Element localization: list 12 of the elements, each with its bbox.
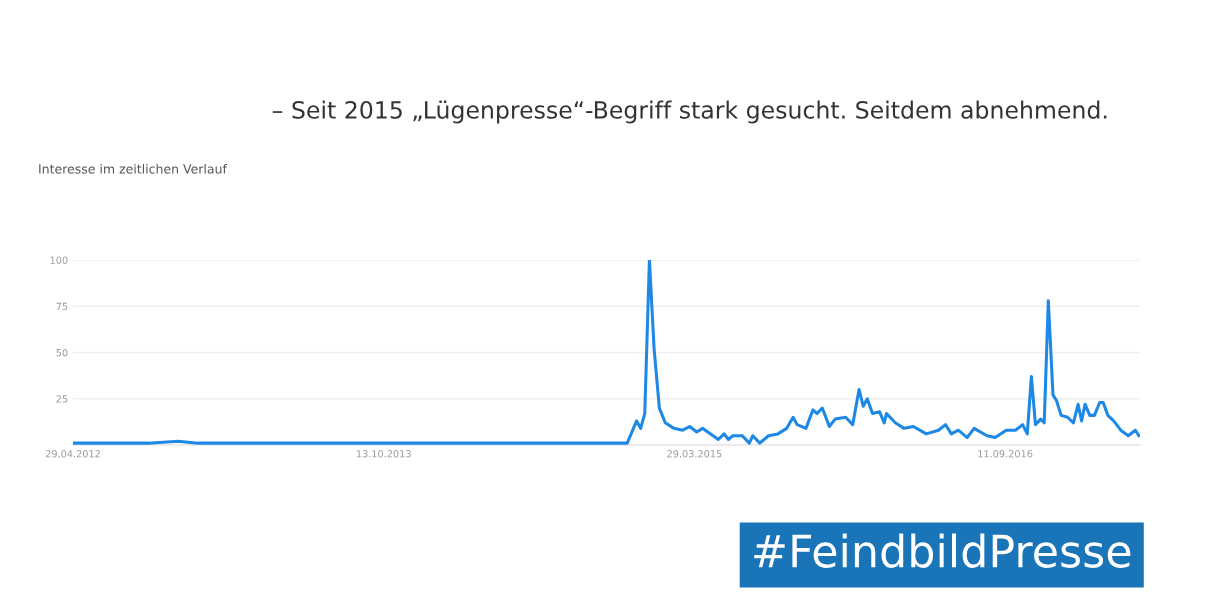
chart-subtitle: Interesse im zeitlichen Verlauf: [39, 163, 228, 174]
y-tick-label: 25: [56, 395, 68, 403]
x-tick-label: 29.03.2015: [667, 450, 722, 458]
line-series: [73, 260, 1140, 445]
y-tick-label: 100: [50, 256, 68, 264]
x-tick-label: 11.09.2016: [978, 450, 1033, 458]
chart-title: – Seit 2015 „Lügenpresse“-Begriff stark gesucht. Seitdem abnehmend.: [272, 100, 1107, 124]
x-tick-label: 29.04.2012: [45, 450, 100, 458]
text: #FeindbildPresse: [754, 533, 1131, 568]
y-tick-label: 50: [56, 348, 68, 357]
y-tick-label: 75: [56, 302, 68, 311]
x-tick-label: 13.10.2013: [356, 450, 411, 458]
